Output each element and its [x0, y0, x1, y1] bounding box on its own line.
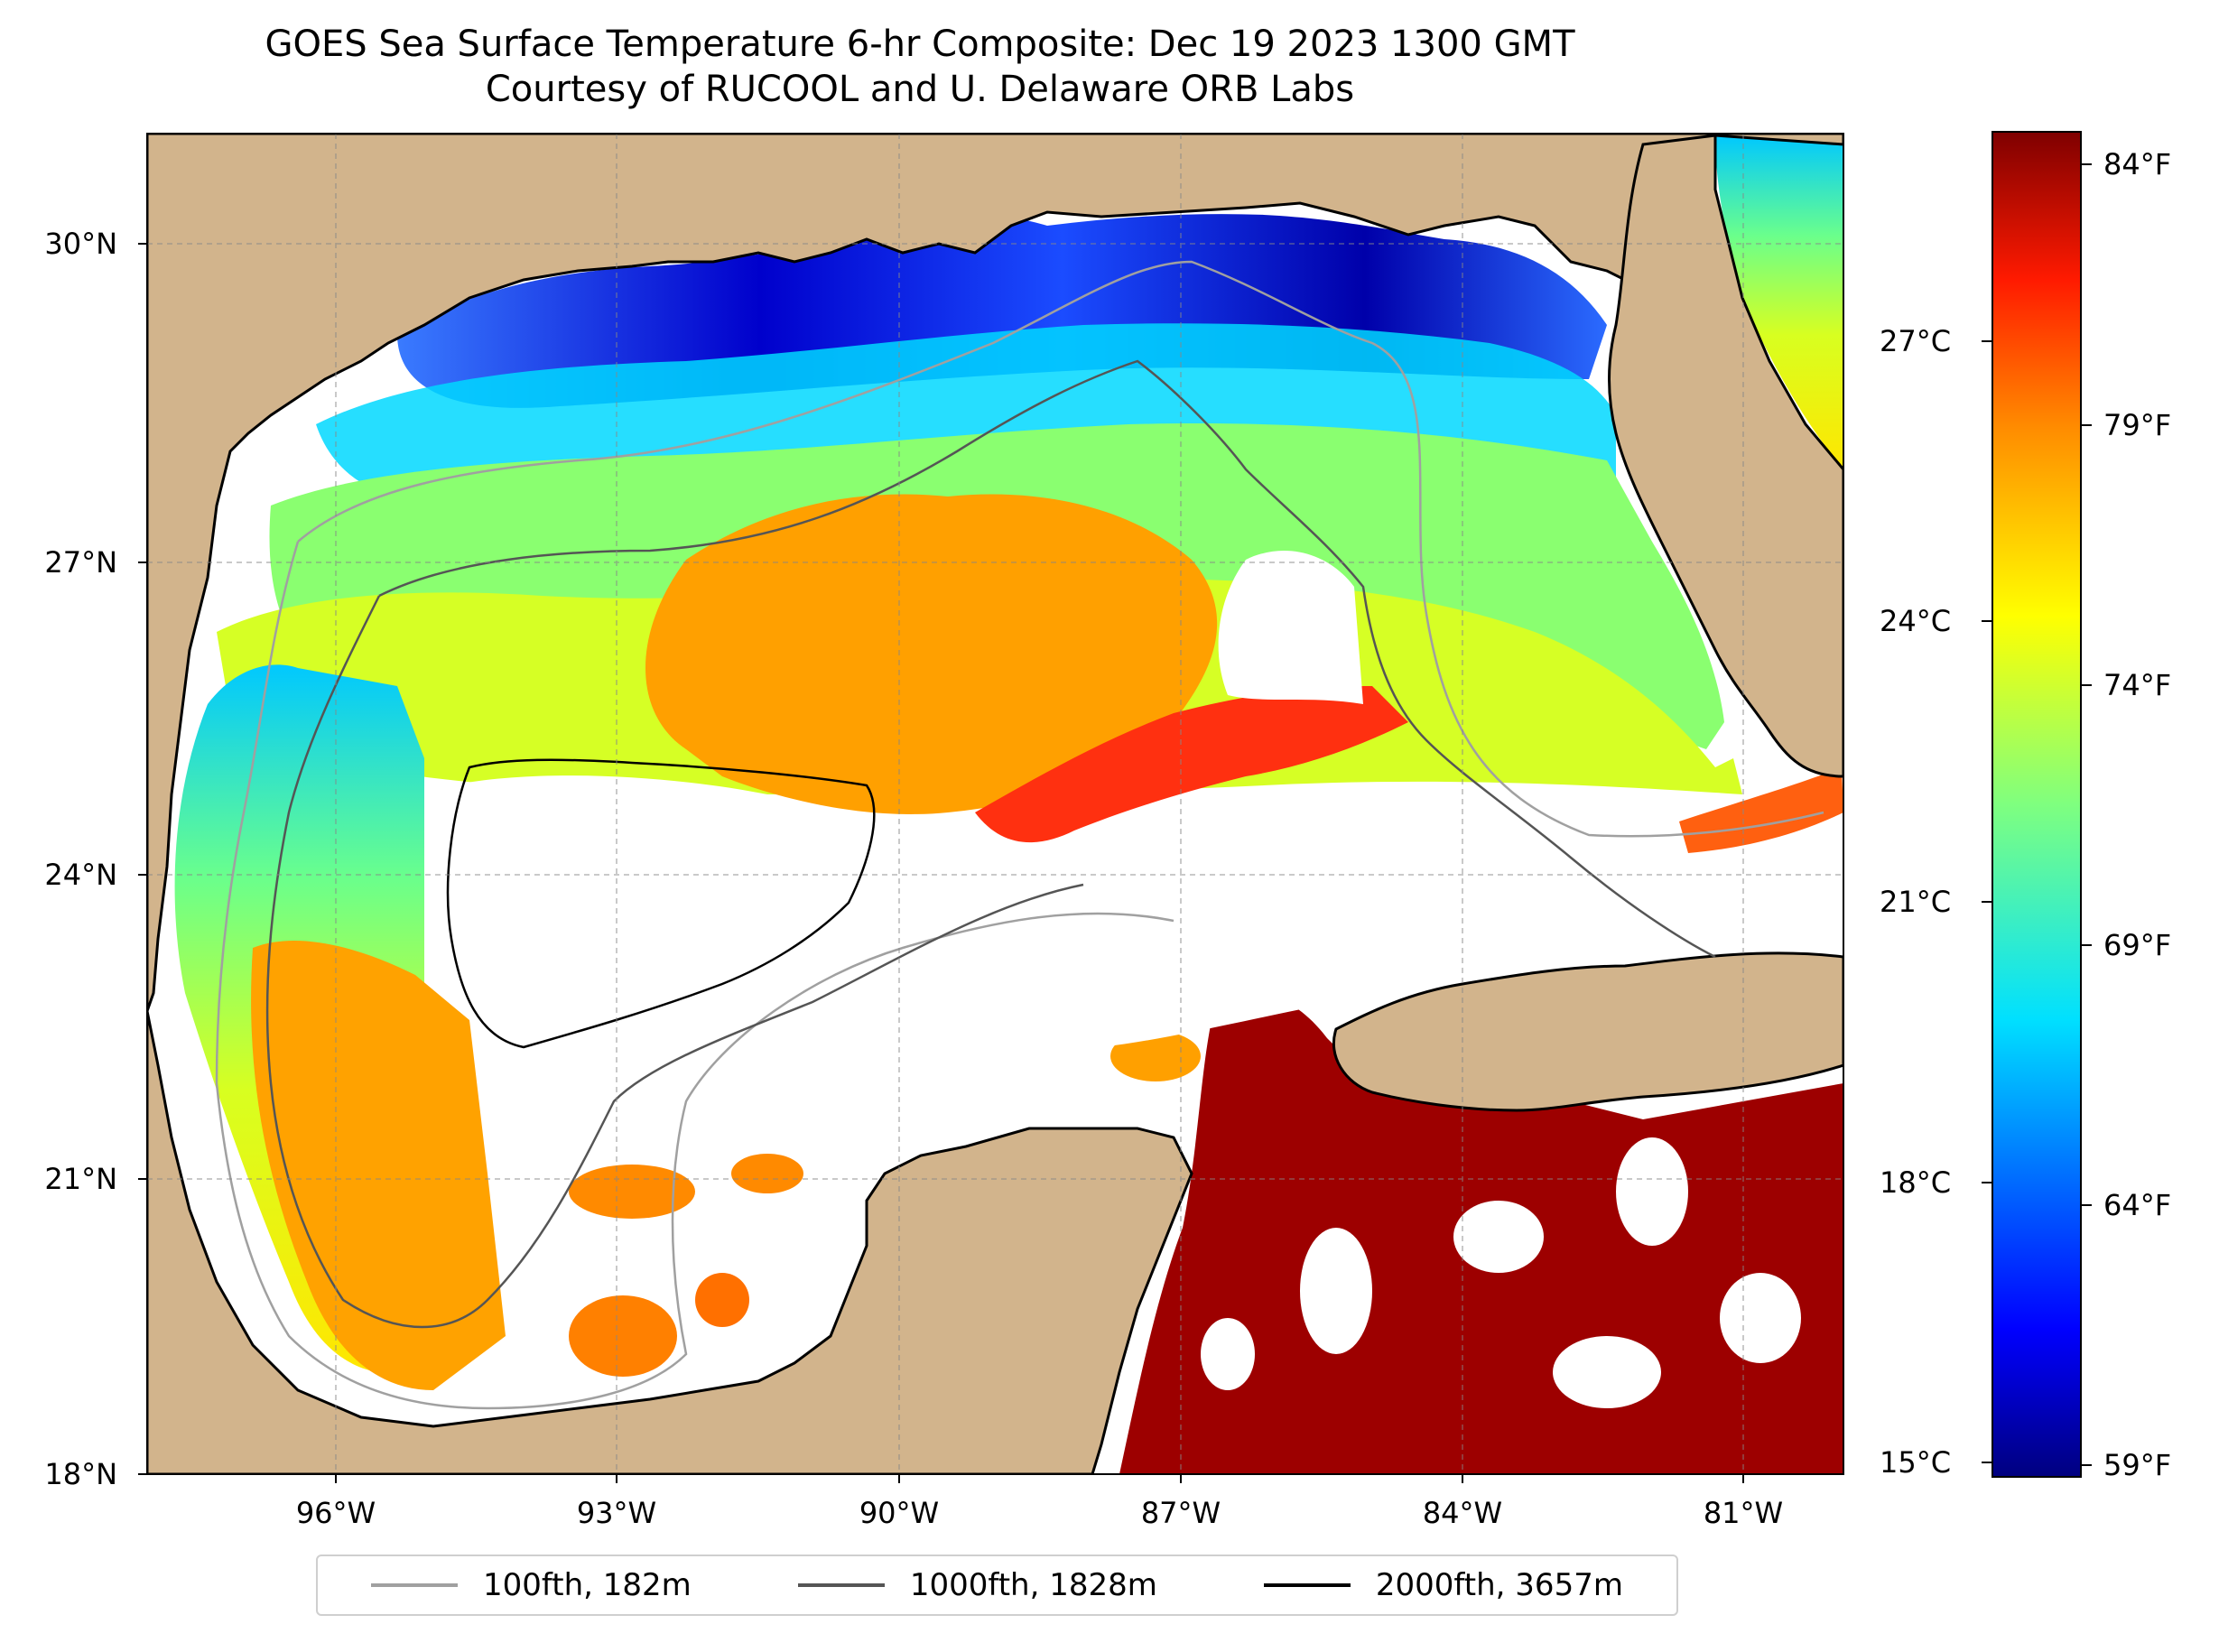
sst-west-orange	[251, 940, 506, 1390]
lat-tick-label: 27°N	[44, 545, 117, 580]
lat-tick-label: 21°N	[44, 1162, 117, 1196]
contour-1000fth	[265, 359, 1716, 1329]
colorbar-fahrenheit-label: 74°F	[2103, 668, 2172, 702]
cloud-gap-east	[1218, 551, 1363, 704]
contour-legend: 100fth, 182m 1000fth, 1828m 2000fth, 365…	[316, 1555, 1678, 1616]
lon-tick-label: 96°W	[295, 1496, 376, 1530]
plot-frame	[146, 133, 1844, 1475]
sst-patch	[695, 1273, 749, 1327]
sst-central-orange	[645, 494, 1218, 814]
sst-patch	[569, 1165, 695, 1219]
cloud-gap-central	[451, 775, 1625, 1108]
legend-label: 100fth, 182m	[483, 1567, 692, 1603]
legend-label: 1000fth, 1828m	[909, 1567, 1157, 1603]
lon-tick-label: 84°W	[1422, 1496, 1503, 1530]
map-layers	[147, 134, 1843, 1474]
land-florida	[1608, 134, 1843, 778]
cloud-gap	[1453, 1201, 1544, 1273]
sst-warm-filament	[975, 686, 1408, 843]
lat-tick-label: 24°N	[44, 858, 117, 892]
map-title: GOES Sea Surface Temperature 6-hr Compos…	[265, 23, 1575, 65]
colorbar	[1992, 131, 2082, 1478]
cloud-gap	[1553, 1336, 1661, 1408]
lon-tick-label: 81°W	[1703, 1496, 1784, 1530]
sst-patch	[1110, 1031, 1201, 1081]
sst-patch	[731, 1154, 803, 1193]
legend-label: 2000fth, 3657m	[1375, 1567, 1623, 1603]
cloud-gap	[1616, 1137, 1688, 1246]
cloud-gap	[1300, 1228, 1372, 1354]
colorbar-fahrenheit-label: 69°F	[2103, 928, 2172, 962]
graticule	[147, 134, 1843, 1474]
legend-line-swatch	[797, 1583, 885, 1587]
colorbar-celsius-label: 18°C	[1880, 1165, 1952, 1200]
colorbar-fahrenheit-label: 59°F	[2103, 1448, 2172, 1482]
legend-line-swatch	[371, 1583, 459, 1587]
colorbar-celsius-label: 15°C	[1880, 1445, 1952, 1480]
colorbar-celsius-label: 24°C	[1880, 604, 1952, 638]
axis-ticks	[138, 243, 1744, 1483]
map-subtitle: Courtesy of RUCOOL and U. Delaware ORB L…	[485, 69, 1355, 110]
land-mexico-west	[147, 1010, 1193, 1474]
colorbar-fahrenheit-label: 79°F	[2103, 408, 2172, 442]
colorbar-fahrenheit-label: 64°F	[2103, 1188, 2172, 1222]
sst-east-florida	[1715, 135, 1843, 469]
land-cuba	[1332, 951, 1843, 1112]
sst-patch	[569, 1295, 677, 1377]
lon-tick-label: 90°W	[859, 1496, 940, 1530]
contour-100fth	[215, 260, 1824, 1410]
legend-item-2000fth: 2000fth, 3657m	[1263, 1567, 1623, 1603]
lat-tick-label: 18°N	[44, 1457, 117, 1491]
cloud-gap	[1201, 1318, 1255, 1390]
cloud-gap	[1720, 1273, 1801, 1363]
legend-line-swatch	[1263, 1583, 1351, 1587]
colorbar-celsius-label: 27°C	[1880, 324, 1952, 358]
colorbar-fahrenheit-label: 84°F	[2103, 147, 2172, 181]
lat-tick-label: 30°N	[44, 227, 117, 261]
legend-item-1000fth: 1000fth, 1828m	[797, 1567, 1157, 1603]
lon-tick-label: 87°W	[1140, 1496, 1221, 1530]
contour-2000fth	[446, 758, 876, 1049]
legend-item-100fth: 100fth, 182m	[371, 1567, 692, 1603]
lon-tick-label: 93°W	[576, 1496, 657, 1530]
colorbar-ticks	[1982, 163, 2092, 1466]
colorbar-celsius-label: 21°C	[1880, 885, 1952, 919]
